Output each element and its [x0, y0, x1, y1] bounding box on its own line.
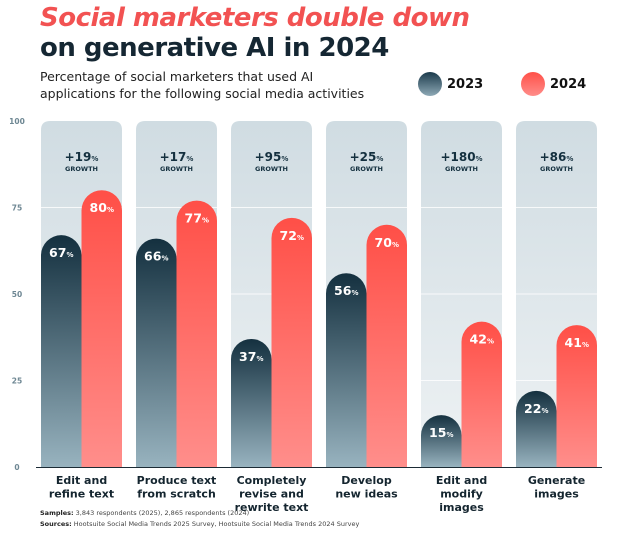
growth-value: +95%: [255, 150, 289, 164]
growth-value: +86%: [540, 150, 574, 164]
growth-label: GROWTH: [350, 165, 383, 173]
growth-label: GROWTH: [445, 165, 478, 173]
chart-subtitle: Percentage of social marketers that used…: [40, 69, 365, 101]
legend-swatch-2024: [521, 72, 545, 96]
legend-label-2024: 2024: [550, 76, 587, 92]
y-tick-label: 50: [12, 290, 22, 299]
legend-item-2024: 2024: [521, 72, 586, 96]
x-category-label: modify: [440, 488, 483, 501]
samples-text: 3,843 respondents (2025), 2,865 responde…: [73, 509, 250, 517]
growth-label: GROWTH: [160, 165, 193, 173]
x-category-label: new ideas: [335, 488, 398, 501]
footnote-sources: Sources: Hootsuite Social Media Trends 2…: [40, 520, 359, 528]
x-category-label: from scratch: [137, 488, 216, 501]
sources-label: Sources:: [40, 520, 72, 528]
x-category-label: images: [534, 488, 579, 501]
bar-value-label: 42%: [470, 332, 494, 347]
bar-2024: [271, 217, 312, 467]
legend-swatch-2023: [418, 72, 442, 96]
bar-2024: [366, 224, 408, 467]
samples-label: Samples:: [40, 509, 74, 517]
legend-item-2023: 2023: [418, 72, 483, 96]
growth-label: GROWTH: [540, 165, 573, 173]
x-category-label: Edit and: [436, 474, 487, 487]
y-tick-label: 75: [12, 204, 22, 213]
bar-value-label: 56%: [334, 283, 358, 298]
bar-value-label: 66%: [144, 249, 168, 264]
bar-value-label: 41%: [565, 335, 589, 350]
growth-value: +17%: [160, 150, 194, 164]
bar-value-label: 80%: [90, 200, 114, 215]
y-tick-label: 100: [9, 117, 25, 126]
x-category-label: rewrite text: [235, 501, 309, 514]
bar-2023: [516, 390, 557, 467]
bar-2023: [231, 338, 272, 467]
bar-2024: [81, 190, 122, 467]
bar-value-label: 70%: [375, 235, 399, 250]
bar-2024: [461, 321, 502, 467]
growth-value: +25%: [350, 150, 384, 164]
x-category-label: Develop: [341, 474, 392, 487]
chart-title-line1: Social marketers double down: [40, 3, 470, 33]
bar-value-label: 67%: [49, 245, 73, 260]
legend-label-2023: 2023: [447, 76, 484, 92]
x-category-label: revise and: [239, 488, 304, 501]
x-category-label: Produce text: [137, 474, 217, 487]
bar-2023: [326, 273, 367, 467]
growth-value: +19%: [65, 150, 99, 164]
bar-value-label: 72%: [280, 228, 304, 243]
bar-value-label: 15%: [429, 425, 453, 440]
bar-2024: [176, 200, 217, 467]
y-tick-label: 0: [14, 463, 19, 472]
chart-title-line2: on generative AI in 2024: [40, 33, 389, 63]
footnote-samples: Samples: 3,843 respondents (2025), 2,865…: [40, 509, 249, 517]
bar-2023: [41, 235, 82, 467]
bar-2023: [136, 238, 177, 467]
bar-value-label: 37%: [239, 349, 263, 364]
growth-label: GROWTH: [255, 165, 288, 173]
sources-text: Hootsuite Social Media Trends 2025 Surve…: [71, 520, 360, 528]
x-category-label: images: [439, 501, 484, 514]
bar-2024: [556, 325, 597, 467]
bar-value-label: 22%: [524, 401, 548, 416]
x-category-label: Edit and: [56, 474, 107, 487]
growth-label: GROWTH: [65, 165, 98, 173]
bar-value-label: 77%: [185, 211, 209, 226]
x-category-label: refine text: [49, 488, 114, 501]
bar-2023: [421, 415, 462, 467]
y-tick-label: 25: [12, 377, 22, 386]
x-category-label: Generate: [528, 474, 585, 487]
growth-value: +180%: [440, 150, 482, 164]
x-category-label: Completely: [237, 474, 307, 487]
